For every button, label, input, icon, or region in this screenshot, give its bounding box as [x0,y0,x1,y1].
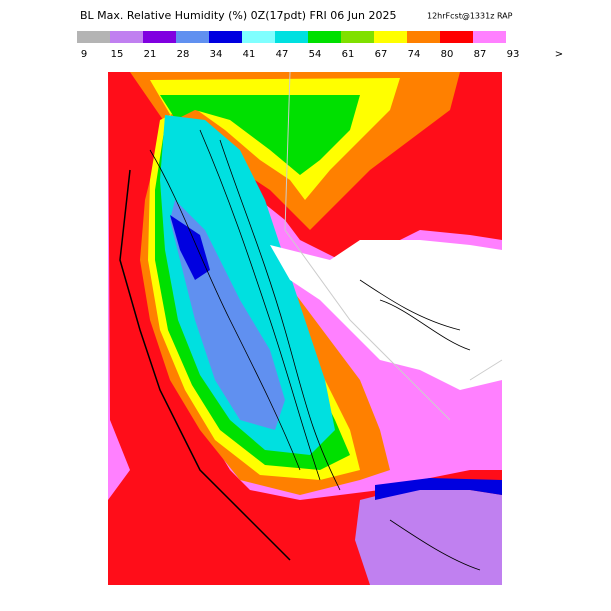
colorbar-label: 67 [375,49,388,60]
coastline [119,169,291,561]
colorbar-label: 47 [276,49,289,60]
contour [149,149,301,471]
colorbar-label: 74 [408,49,421,60]
colorbar-label: 80 [441,49,454,60]
colorbar: 9 15 21 28 34 41 47 54 61 67 74 80 87 93 > [77,31,563,60]
colorbar-swatch [308,31,341,43]
colorbar-swatch [473,31,506,43]
contour [219,139,341,491]
contour [379,299,471,351]
colorbar-label: 41 [243,49,256,60]
colorbar-label: 87 [474,49,487,60]
colorbar-swatch [176,31,209,43]
colorbar-label: 15 [111,49,124,60]
colorbar-label: 28 [177,49,190,60]
colorbar-label: 34 [210,49,223,60]
colorbar-swatch [341,31,374,43]
region-darkblue [170,215,210,280]
region-lavender [355,485,502,585]
contour [199,129,321,481]
map [108,71,503,585]
region-cyan [160,115,335,455]
subtitle: 12hrFcst@1331z RAP [427,12,513,21]
colorbar-swatch [242,31,275,43]
title: BL Max. Relative Humidity (%) 0Z(17pdt) … [80,9,396,22]
colorbar-swatch [143,31,176,43]
colorbar-label: 61 [342,49,355,60]
colorbar-swatch [275,31,308,43]
colorbar-label: 9 [81,49,87,60]
colorbar-label: > [555,49,563,60]
colorbar-swatch [440,31,473,43]
colorbar-swatch [77,31,110,43]
colorbar-label: 54 [309,49,322,60]
colorbar-swatch [209,31,242,43]
colorbar-label: 21 [144,49,157,60]
region-red [108,72,502,585]
region-blue-band [375,478,502,500]
colorbar-swatch [110,31,143,43]
region-white [270,240,502,390]
contour [359,279,461,331]
contour [389,519,481,571]
colorbar-label: 93 [507,49,520,60]
colorbar-swatch [407,31,440,43]
colorbar-swatch [374,31,407,43]
state-border [284,71,503,421]
